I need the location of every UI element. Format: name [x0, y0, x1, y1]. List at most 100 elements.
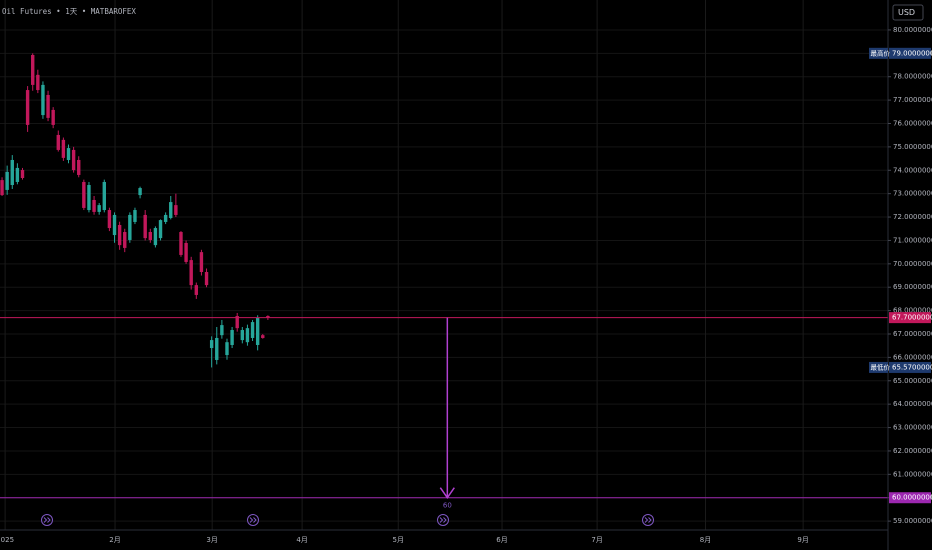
candle-body: [87, 185, 91, 211]
currency-label: USD: [898, 8, 915, 17]
currency-button[interactable]: [892, 4, 924, 21]
x-tick-label: 4月: [296, 536, 307, 544]
x-tick-label: 2025: [0, 536, 14, 544]
candle-body: [215, 337, 219, 360]
price-tag: [889, 361, 931, 373]
price-tag-label: 60.00000000: [892, 494, 932, 502]
candle-body: [71, 149, 76, 171]
price-tag: [889, 47, 931, 59]
candle-body: [102, 181, 106, 211]
candle-body: [31, 54, 35, 85]
candle-body: [20, 170, 25, 178]
candle-body: [179, 232, 183, 255]
candle-body: [199, 252, 204, 273]
y-tick-label: 76.00000000: [893, 119, 932, 127]
candle-body: [266, 315, 270, 318]
y-tick-label: 70.00000000: [893, 260, 932, 268]
x-tick-label: 8月: [700, 536, 711, 544]
target-arrow-label: 60: [443, 502, 452, 510]
price-tag: [889, 312, 931, 324]
candle-body: [61, 139, 66, 158]
candle-body: [41, 84, 45, 116]
candle-body: [220, 325, 224, 336]
price-tag-label: 67.70000000: [892, 314, 932, 322]
price-tag-label: 79.00000000: [892, 49, 932, 57]
y-tick-label: 67.00000000: [893, 330, 932, 338]
candle-body: [255, 317, 260, 345]
candle-body: [163, 214, 168, 222]
candle-body: [235, 315, 239, 329]
x-tick-label: 9月: [797, 536, 808, 544]
y-tick-label: 75.00000000: [893, 143, 932, 151]
x-tick-label: 7月: [591, 536, 602, 544]
candle-body: [143, 214, 147, 239]
y-tick-label: 77.00000000: [893, 96, 932, 104]
event-icons: [41, 514, 654, 526]
candle-body: [10, 159, 14, 186]
price-tag-label: 65.57000000: [892, 363, 932, 371]
y-tick-label: 74.00000000: [893, 166, 932, 174]
y-tick-label: 72.00000000: [893, 213, 932, 221]
event-icon[interactable]: [437, 514, 449, 526]
price-tag-name: 最低价: [871, 362, 891, 371]
x-tick-label: 3月: [206, 536, 217, 544]
candle-body: [209, 340, 214, 349]
candle-body: [230, 330, 234, 345]
candle-body: [5, 171, 9, 190]
x-tick-label: 5月: [393, 536, 404, 544]
candle-body: [0, 180, 4, 196]
candle-body: [56, 134, 60, 150]
candle-body: [148, 232, 153, 240]
target-arrow-head: [439, 487, 455, 500]
event-icon[interactable]: [41, 514, 53, 526]
candle-body: [204, 272, 209, 286]
x-tick-label: 2月: [109, 536, 120, 544]
candle-body: [245, 328, 250, 343]
candle-body: [92, 199, 96, 212]
plot: [0, 53, 888, 499]
y-tick-label: 61.00000000: [893, 470, 932, 478]
price-tag-name-box: [869, 361, 888, 373]
candle-body: [128, 214, 132, 240]
y-tick-label: 59.00000000: [893, 517, 932, 525]
candle-body: [138, 188, 142, 196]
y-tick-label: 80.00000000: [893, 26, 932, 34]
y-tick-label: 64.00000000: [893, 400, 932, 408]
candle-body: [117, 225, 122, 246]
grid: [0, 0, 888, 530]
y-tick-label: 78.00000000: [893, 73, 932, 81]
y-tick-label: 71.00000000: [893, 236, 932, 244]
candle-body: [240, 330, 245, 341]
event-icon-glyph: [43, 517, 652, 523]
event-icon[interactable]: [642, 514, 654, 526]
chart-title: Oil Futures • 1天 • MATBAROFEX: [2, 7, 136, 16]
price-tag: [889, 492, 931, 504]
candle-body: [36, 74, 40, 91]
candle-body: [66, 148, 71, 160]
price-tag-name: 最高价: [871, 48, 891, 57]
candle-body: [194, 285, 199, 295]
y-tick-label: 68.00000000: [893, 307, 932, 315]
candle-body: [25, 90, 30, 125]
y-tick-label: 66.00000000: [893, 353, 932, 361]
candle-body: [97, 205, 101, 212]
candle-body: [174, 205, 178, 215]
candle-body: [15, 167, 20, 182]
candle-body: [169, 202, 173, 218]
candle-body: [82, 181, 86, 208]
candle-body: [158, 220, 163, 239]
y-tick-label: 65.00000000: [893, 377, 932, 385]
candle-body: [112, 214, 117, 236]
event-icon[interactable]: [247, 514, 259, 526]
y-tick-label: 69.00000000: [893, 283, 932, 291]
candle-body: [225, 342, 229, 356]
candle-body: [77, 159, 81, 175]
y-tick-label: 63.00000000: [893, 424, 932, 432]
candle-body: [133, 210, 137, 222]
candle-body: [184, 243, 188, 262]
candle-body: [250, 322, 255, 338]
candle-body: [153, 228, 158, 246]
y-tick-label: 73.00000000: [893, 190, 932, 198]
